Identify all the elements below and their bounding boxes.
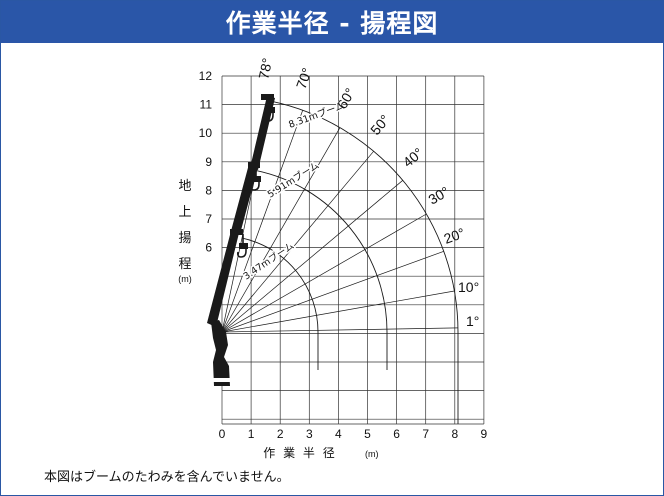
y-axis-label-char: 程 bbox=[178, 257, 191, 272]
angle-label: 70° bbox=[293, 66, 315, 91]
y-tick-label: 10 bbox=[199, 126, 213, 140]
y-tick-label: 6 bbox=[205, 241, 212, 255]
angle-label: 40° bbox=[400, 144, 427, 170]
angle-label: 10° bbox=[458, 279, 479, 295]
title-bar: 作業半径 - 揚程図 bbox=[1, 1, 663, 43]
boom-arc bbox=[241, 237, 319, 370]
x-tick-label: 9 bbox=[481, 427, 488, 441]
x-tick-label: 0 bbox=[219, 427, 226, 441]
x-axis-label: 作 業 半 径 bbox=[263, 446, 336, 460]
y-tick-label: 7 bbox=[205, 212, 212, 226]
y-axis-label-char: 揚 bbox=[178, 230, 191, 246]
footnote: 本図はブームのたわみを含んでいません。 bbox=[44, 470, 290, 485]
angle-label: 30° bbox=[426, 183, 452, 207]
x-tick-label: 4 bbox=[335, 427, 342, 441]
y-tick-label: 11 bbox=[200, 98, 213, 112]
x-tick-label: 7 bbox=[422, 427, 429, 441]
x-tick-label: 8 bbox=[451, 427, 458, 441]
x-tick-label: 6 bbox=[393, 427, 400, 441]
angle-ray bbox=[221, 150, 374, 333]
angle-ray bbox=[221, 250, 444, 333]
angle-ray bbox=[221, 213, 427, 333]
angle-ray bbox=[221, 327, 459, 333]
x-tick-label: 1 bbox=[248, 427, 255, 441]
boom-arc bbox=[271, 100, 459, 424]
y-axis-unit: (m) bbox=[178, 274, 192, 284]
boom-arc bbox=[256, 170, 388, 370]
boom-arcs bbox=[241, 100, 459, 424]
angle-ray bbox=[221, 180, 404, 333]
angle-label: 1° bbox=[466, 313, 479, 329]
angle-ray bbox=[221, 290, 455, 333]
x-tick-label: 5 bbox=[364, 427, 371, 441]
angle-label: 50° bbox=[367, 111, 393, 138]
angle-rays bbox=[221, 101, 459, 333]
y-tick-label: 8 bbox=[205, 183, 212, 197]
x-tick-label: 3 bbox=[306, 427, 313, 441]
diagram-title: 作業半径 - 揚程図 bbox=[225, 9, 439, 38]
angle-ray bbox=[221, 127, 341, 333]
y-tick-label: 9 bbox=[205, 155, 212, 169]
y-tick-label: 12 bbox=[199, 69, 213, 83]
angle-label: 20° bbox=[442, 225, 467, 247]
x-tick-label: 2 bbox=[277, 427, 284, 441]
angle-ray bbox=[221, 110, 304, 333]
angle-label: 78° bbox=[255, 57, 275, 81]
crane-boom-drawing bbox=[207, 94, 275, 386]
y-axis-label-char: 地 bbox=[178, 179, 191, 194]
y-axis-label-char: 上 bbox=[178, 205, 191, 220]
x-axis-unit: (m) bbox=[365, 449, 379, 459]
